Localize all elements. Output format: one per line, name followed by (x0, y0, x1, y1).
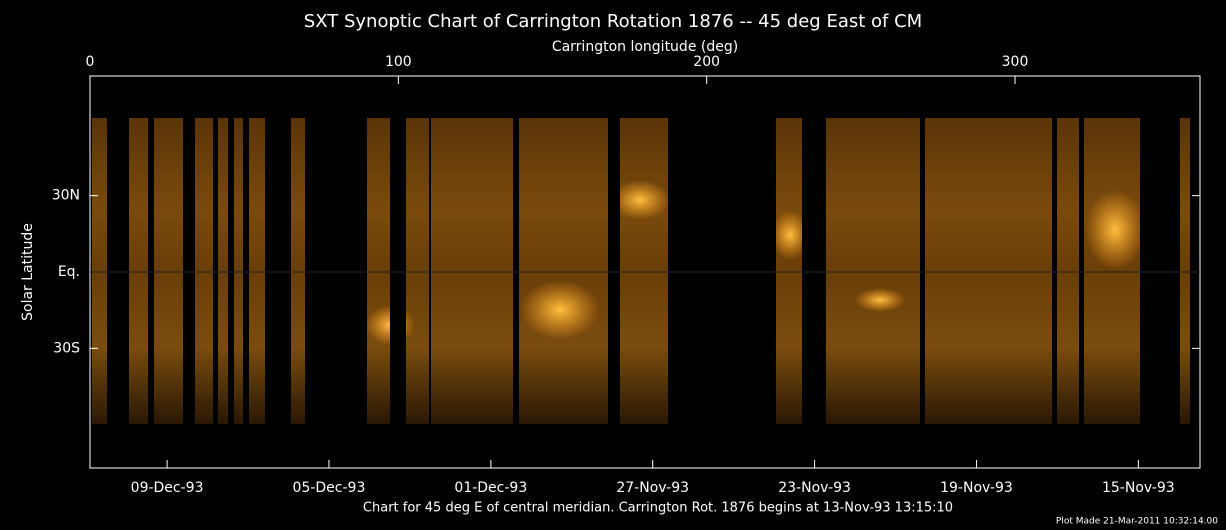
x2-tick-label: 27-Nov-93 (616, 480, 689, 496)
x-tick-label: 300 (1002, 54, 1029, 70)
x2-tick-label: 09-Dec-93 (131, 480, 204, 496)
synoptic-image (92, 110, 1190, 430)
x-tick-label: 100 (385, 54, 412, 70)
x-tick-label: 0 (86, 54, 95, 70)
x-tick-label: 200 (693, 54, 720, 70)
caption: Chart for 45 deg E of central meridian. … (363, 501, 953, 516)
y-axis-label: Solar Latitude (20, 223, 36, 321)
x-axis-label: Carrington longitude (deg) (552, 39, 738, 55)
footnote: Plot Made 21-Mar-2011 10:32:14.00 (1056, 517, 1218, 527)
x2-tick-label: 19-Nov-93 (940, 480, 1013, 496)
y-tick-label: 30N (52, 188, 80, 204)
y-tick-label: 30S (53, 340, 80, 356)
chart-title: SXT Synoptic Chart of Carrington Rotatio… (304, 11, 922, 32)
y-tick-label: Eq. (58, 264, 80, 280)
x2-tick-label: 01-Dec-93 (454, 480, 527, 496)
x2-tick-label: 15-Nov-93 (1102, 480, 1175, 496)
x2-tick-label: 23-Nov-93 (778, 480, 851, 496)
x2-tick-label: 05-Dec-93 (293, 480, 366, 496)
